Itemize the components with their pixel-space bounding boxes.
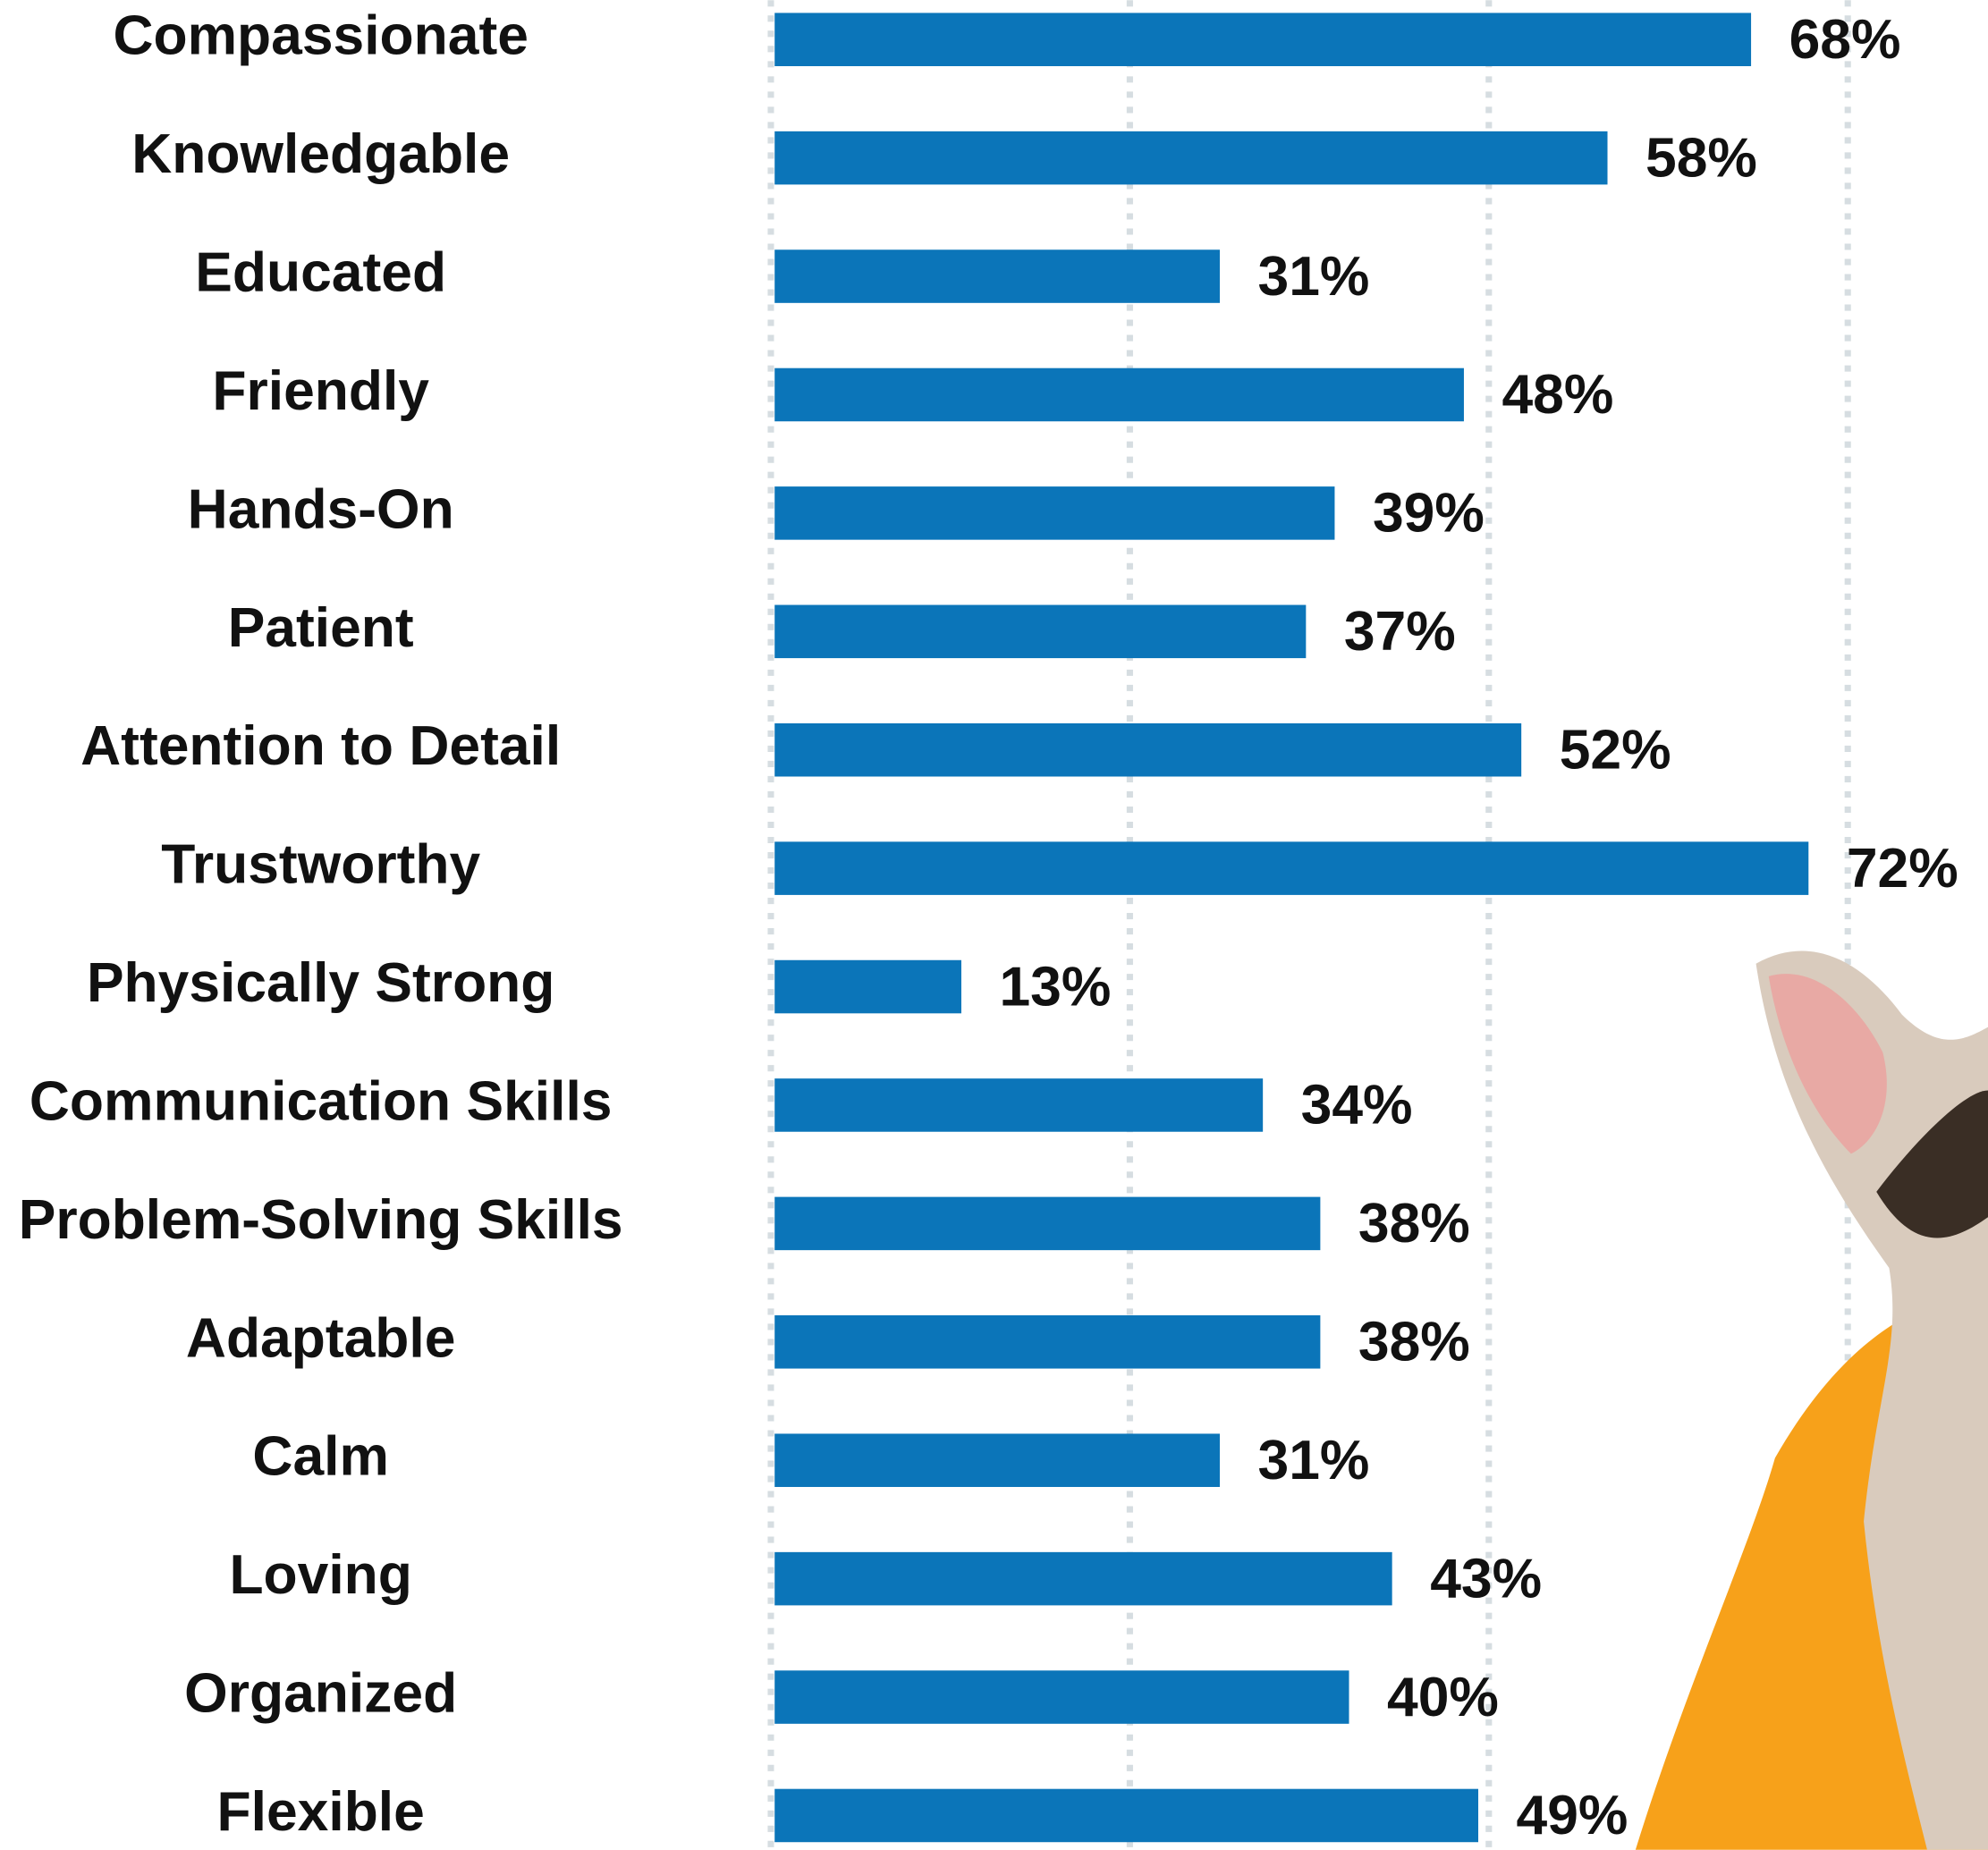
bar xyxy=(774,1196,1321,1251)
value-label: 68% xyxy=(1789,9,1901,71)
value-label: 38% xyxy=(1358,1312,1470,1373)
value-label: 43% xyxy=(1430,1548,1542,1609)
value-label: 31% xyxy=(1258,246,1370,308)
value-label: 13% xyxy=(999,956,1111,1018)
category-label: Patient xyxy=(228,597,414,659)
bar xyxy=(774,604,1307,659)
category-label: Hands-On xyxy=(188,478,454,540)
category-label: Adaptable xyxy=(186,1307,456,1369)
category-label: Attention to Detail xyxy=(80,715,561,777)
category-label: Physically Strong xyxy=(87,952,554,1014)
cat-patch xyxy=(1876,1090,1988,1238)
decoration-cat xyxy=(1635,950,1988,1850)
bar xyxy=(774,841,1809,895)
bar xyxy=(774,1788,1478,1843)
bar xyxy=(774,1315,1321,1369)
category-label: Loving xyxy=(229,1544,411,1606)
category-label: Problem-Solving Skills xyxy=(19,1189,623,1251)
value-label: 40% xyxy=(1387,1667,1499,1728)
value-label: 37% xyxy=(1344,601,1456,663)
value-label: 31% xyxy=(1258,1430,1370,1491)
category-label: Communication Skills xyxy=(30,1070,613,1132)
value-label: 48% xyxy=(1502,364,1613,426)
bar xyxy=(774,367,1464,422)
category-label: Organized xyxy=(184,1663,457,1725)
bar xyxy=(774,959,961,1014)
bar xyxy=(774,486,1335,540)
category-label: Educated xyxy=(195,242,446,304)
bar xyxy=(774,131,1608,185)
bar xyxy=(774,1551,1392,1606)
value-label: 34% xyxy=(1301,1075,1413,1136)
category-label: Calm xyxy=(252,1426,389,1488)
value-label: 52% xyxy=(1560,719,1671,781)
value-label: 49% xyxy=(1517,1785,1628,1846)
category-label: Compassionate xyxy=(113,5,528,67)
value-label: 38% xyxy=(1358,1193,1470,1254)
category-label: Friendly xyxy=(212,360,429,422)
bar xyxy=(774,1078,1264,1132)
category-label: Knowledgable xyxy=(131,123,510,185)
value-label: 72% xyxy=(1847,838,1958,900)
category-label: Flexible xyxy=(217,1781,425,1843)
bar xyxy=(774,249,1220,303)
cat-ear xyxy=(1768,974,1887,1154)
value-label: 58% xyxy=(1645,127,1757,189)
value-label: 39% xyxy=(1373,483,1485,545)
bar xyxy=(774,722,1522,777)
bar xyxy=(774,1670,1349,1724)
bar xyxy=(774,1433,1220,1487)
category-label: Trustworthy xyxy=(161,834,480,896)
bar xyxy=(774,13,1752,66)
